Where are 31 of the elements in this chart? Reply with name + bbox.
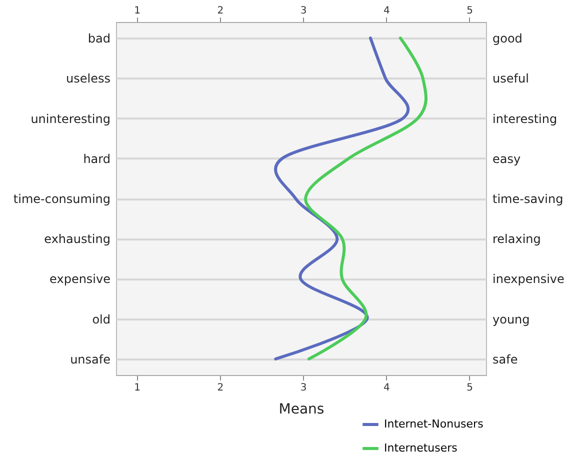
y-tick-label: old (92, 312, 110, 326)
y2-tick-label: relaxing (492, 232, 541, 246)
y2-tick-label: easy (492, 152, 521, 166)
x2-tick-label: 3 (300, 382, 307, 394)
y2-tick-label: useful (492, 72, 529, 86)
x-tick-label: 5 (466, 6, 474, 16)
y2-tick-label: young (492, 312, 530, 326)
x2-tick-label: 1 (134, 382, 140, 394)
y-tick-label: time-consuming (13, 192, 110, 206)
legend-label: Internetusers (384, 442, 458, 452)
y-tick-label: useless (66, 72, 110, 86)
y2-tick-label: inexpensive (492, 272, 564, 286)
y2-tick-label: time-saving (492, 192, 564, 206)
y2-tick-label: good (492, 32, 522, 46)
y-tick-label: uninteresting (30, 112, 110, 126)
legend-label: Internet-Nonusers (384, 418, 484, 430)
x-axis-title: Means (278, 402, 324, 418)
x-tick-label: 2 (217, 6, 224, 16)
y-tick-label: expensive (50, 272, 110, 286)
x-tick-label: 3 (300, 6, 307, 16)
x-tick-label: 4 (384, 6, 390, 16)
y-tick-label: unsafe (70, 352, 110, 366)
x2-tick-label: 5 (466, 382, 474, 394)
x-tick-label: 1 (134, 6, 140, 16)
x2-tick-label: 4 (384, 382, 390, 394)
x2-tick-label: 2 (217, 382, 224, 394)
y-tick-label: bad (88, 32, 110, 46)
y2-tick-label: interesting (492, 112, 558, 126)
y2-tick-label: safe (492, 352, 518, 366)
y-tick-label: hard (83, 152, 110, 166)
y-tick-label: exhausting (44, 232, 110, 246)
